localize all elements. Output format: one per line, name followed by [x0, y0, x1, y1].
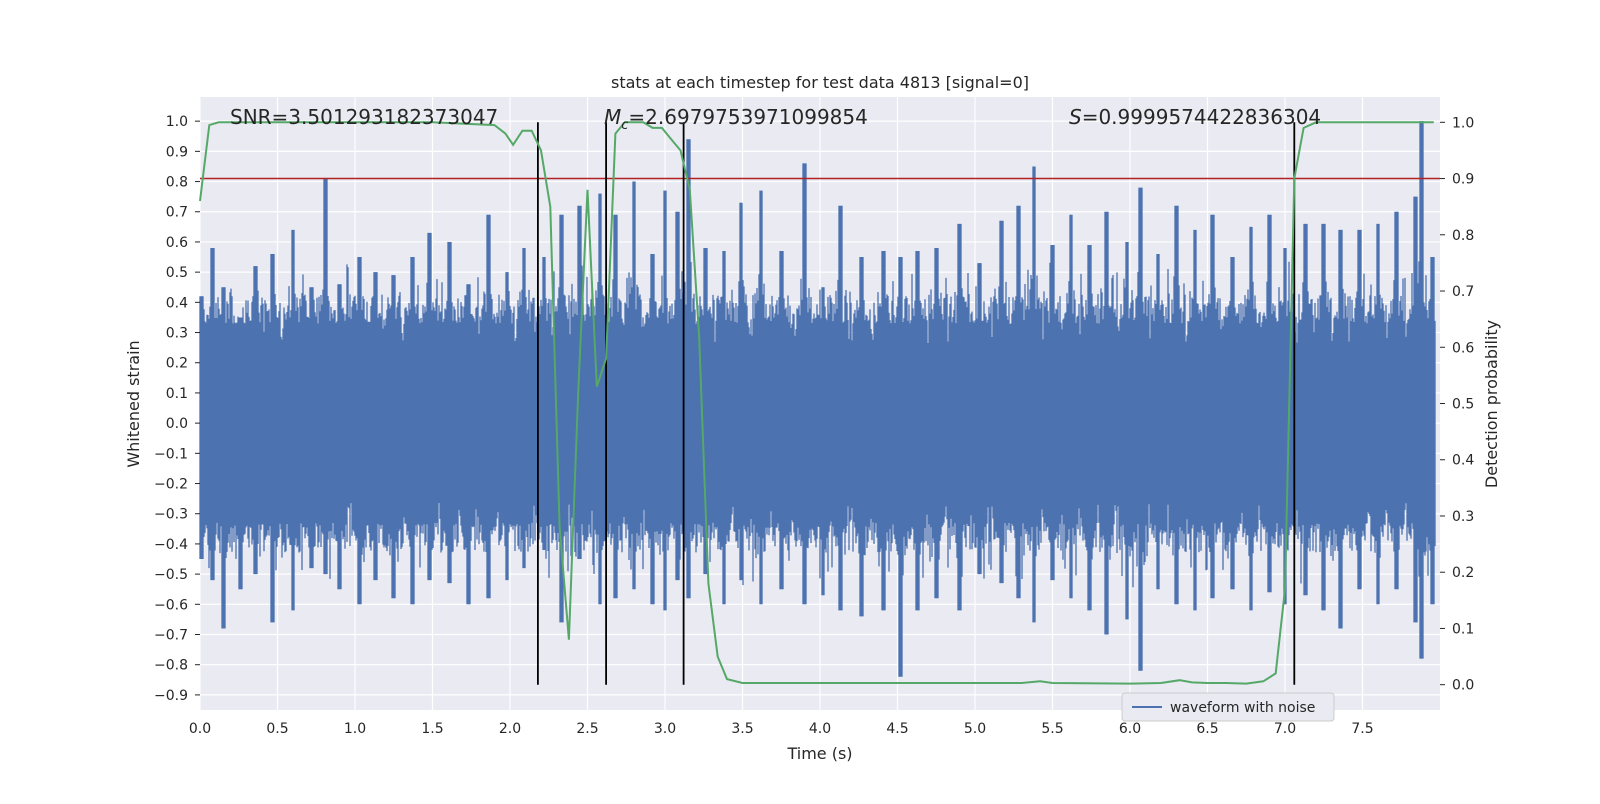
- x-tick-label: 6.5: [1196, 721, 1218, 737]
- y-tick-label: −0.9: [154, 688, 188, 704]
- y2-tick-label: 0.1: [1452, 621, 1474, 637]
- y2-tick-label: 1.0: [1452, 115, 1474, 131]
- y-tick-label: 1.0: [166, 114, 188, 130]
- y-tick-label: −0.5: [154, 567, 188, 583]
- x-tick-label: 5.5: [1041, 721, 1063, 737]
- x-tick-label: 1.0: [344, 721, 366, 737]
- chirp-mass-subscript: c: [621, 118, 628, 133]
- legend: waveform with noise: [1121, 692, 1335, 722]
- y2-tick-label: 0.9: [1452, 172, 1474, 188]
- x-tick-label: 3.5: [731, 721, 753, 737]
- snr-annotation: SNR=3.501293182373047: [230, 105, 498, 129]
- chart-title: stats at each timestep for test data 481…: [611, 73, 1029, 92]
- x-tick-label: 4.0: [809, 721, 831, 737]
- y-tick-label: −0.6: [154, 597, 188, 613]
- x-axis-label: Time (s): [786, 744, 852, 763]
- legend-box: [1121, 692, 1335, 722]
- significance-value: =0.9999574422836304: [1082, 105, 1321, 129]
- chirp-mass-value: =2.6979753971099854: [628, 105, 867, 129]
- y-tick-label: 0.2: [166, 356, 188, 372]
- y2-tick-label: 0.0: [1452, 678, 1474, 694]
- x-tick-label: 0.5: [266, 721, 288, 737]
- x-tick-label: 3.0: [654, 721, 676, 737]
- x-tick-label: 4.5: [886, 721, 908, 737]
- x-tick-label: 2.5: [576, 721, 598, 737]
- y-tick-label: −0.1: [154, 446, 188, 462]
- y-tick-label: −0.7: [154, 628, 188, 644]
- y-tick-label: 0.4: [166, 295, 188, 311]
- y2-tick-label: 0.2: [1452, 565, 1474, 581]
- x-tick-label: 2.0: [499, 721, 521, 737]
- y-tick-label: −0.4: [154, 537, 188, 553]
- y-tick-label: −0.8: [154, 658, 188, 674]
- y-tick-label: 0.8: [166, 175, 188, 191]
- y-tick-label: 0.3: [166, 326, 188, 342]
- chirp-mass-symbol: M: [604, 105, 621, 129]
- y2-tick-label: 0.4: [1452, 453, 1474, 469]
- y2-tick-labels: 1.0 0.9 0.8 0.7 0.6 0.5 0.4 0.3 0.2 0.1 0.0: [1440, 115, 1474, 694]
- legend-label: waveform with noise: [1170, 700, 1315, 716]
- y-tick-label: 0.6: [166, 235, 188, 251]
- x-tick-label: 0.0: [189, 721, 211, 737]
- y-tick-label: 0.0: [166, 416, 188, 432]
- significance-annotation: S=0.9999574422836304: [1069, 105, 1321, 129]
- y2-tick-label: 0.7: [1452, 284, 1474, 300]
- y-tick-label: −0.3: [154, 507, 188, 523]
- y-axis-label: Whitened strain: [124, 340, 143, 467]
- y2-axis-label: Detection probability: [1482, 320, 1501, 488]
- x-tick-label: 1.5: [421, 721, 443, 737]
- x-tick-labels: 0.0 0.5 1.0 1.5 2.0 2.5 3.0 3.5 4.0 4.5 5.0 5.5 6.0 6…: [189, 721, 1374, 737]
- x-tick-label: 5.0: [964, 721, 986, 737]
- y2-tick-label: 0.8: [1452, 228, 1474, 244]
- y2-tick-label: 0.6: [1452, 340, 1474, 356]
- y-tick-label: 0.1: [166, 386, 188, 402]
- y-tick-label: 0.9: [166, 144, 188, 160]
- y-tick-label: 0.7: [166, 205, 188, 221]
- x-tick-label: 7.0: [1274, 721, 1296, 737]
- y-tick-label: 0.5: [166, 265, 188, 281]
- y-tick-labels: 1.0 0.9 0.8 0.7 0.6 0.5 0.4 0.3 0.2 0.1 0.0 −0.1 −0.…: [154, 114, 200, 704]
- y-tick-label: −0.2: [154, 477, 188, 493]
- y2-tick-label: 0.5: [1452, 397, 1474, 413]
- y2-tick-label: 0.3: [1452, 509, 1474, 525]
- x-tick-label: 7.5: [1351, 721, 1373, 737]
- detection-probability-series: [199, 121, 1434, 685]
- detection-probability-line: [199, 121, 1434, 685]
- chirp-mass-annotation: Mc=2.6979753971099854: [604, 105, 868, 133]
- significance-symbol: S: [1069, 105, 1082, 129]
- x-tick-label: 6.0: [1119, 721, 1141, 737]
